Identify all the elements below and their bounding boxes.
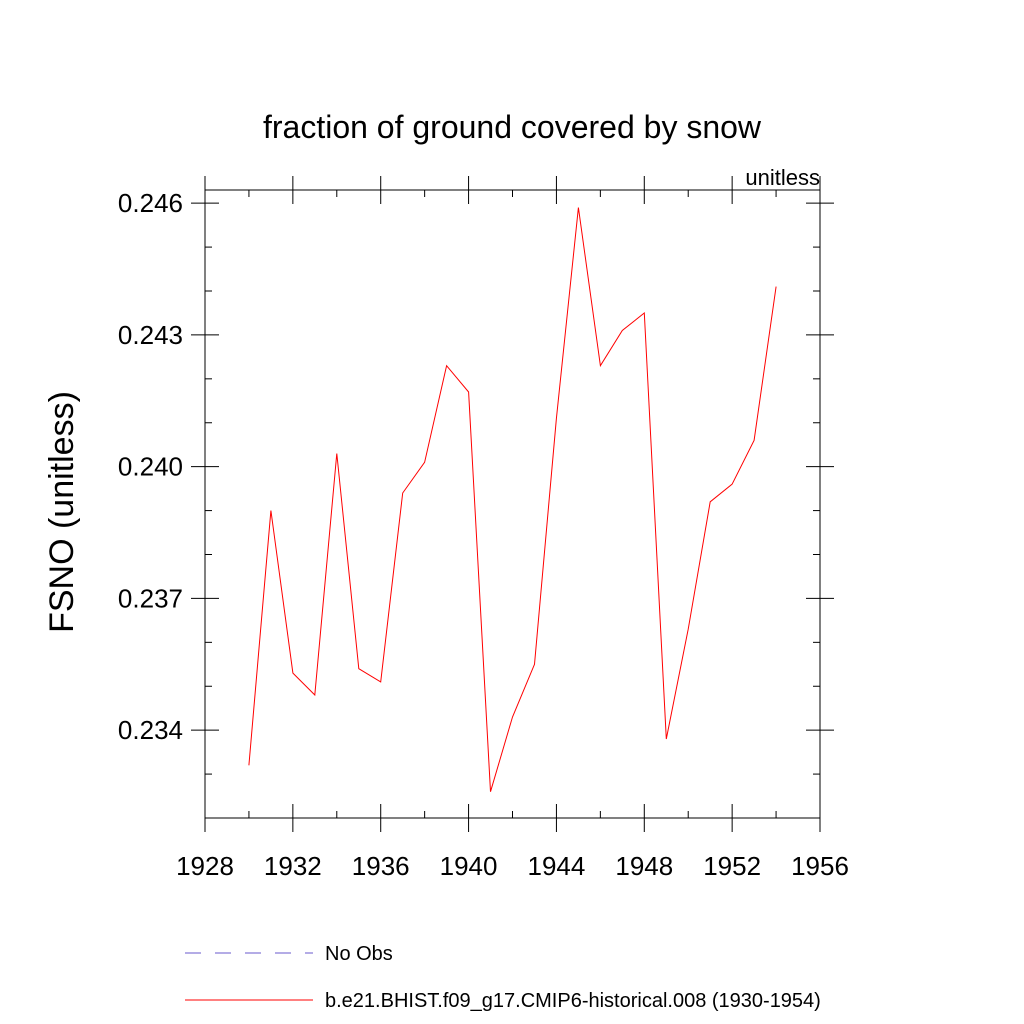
legend-label-no-obs: No Obs (325, 943, 393, 965)
legend: No Obs b.e21.BHIST.f09_g17.CMIP6-histori… (185, 943, 821, 1012)
y-tick-label: 0.240 (118, 452, 183, 482)
x-tick-label: 1940 (440, 851, 498, 881)
axes: 0.234 0.237 0.240 0.243 0.246 1928 1932 1936 194… (118, 176, 849, 881)
legend-label-model-run: b.e21.BHIST.f09_g17.CMIP6-historical.008… (325, 990, 821, 1012)
x-tick-label: 1944 (528, 851, 586, 881)
x-tick-label: 1932 (264, 851, 322, 881)
y-axis-label: FSNO (unitless) (43, 391, 81, 633)
y-tick-label: 0.237 (118, 583, 183, 613)
x-tick-label: 1956 (791, 851, 849, 881)
x-tick-label: 1948 (615, 851, 673, 881)
chart-title: fraction of ground covered by snow (263, 109, 762, 145)
series-group (248, 207, 777, 792)
plot-frame (204, 189, 821, 819)
x-tick-label: 1952 (703, 851, 761, 881)
y-tick-label: 0.243 (118, 320, 183, 350)
x-tick-label: 1928 (176, 851, 234, 881)
series-line (248, 207, 777, 792)
units-label: unitless (745, 165, 820, 190)
x-tick-label: 1936 (352, 851, 410, 881)
y-tick-label: 0.246 (118, 188, 183, 218)
y-tick-label: 0.234 (118, 715, 183, 745)
